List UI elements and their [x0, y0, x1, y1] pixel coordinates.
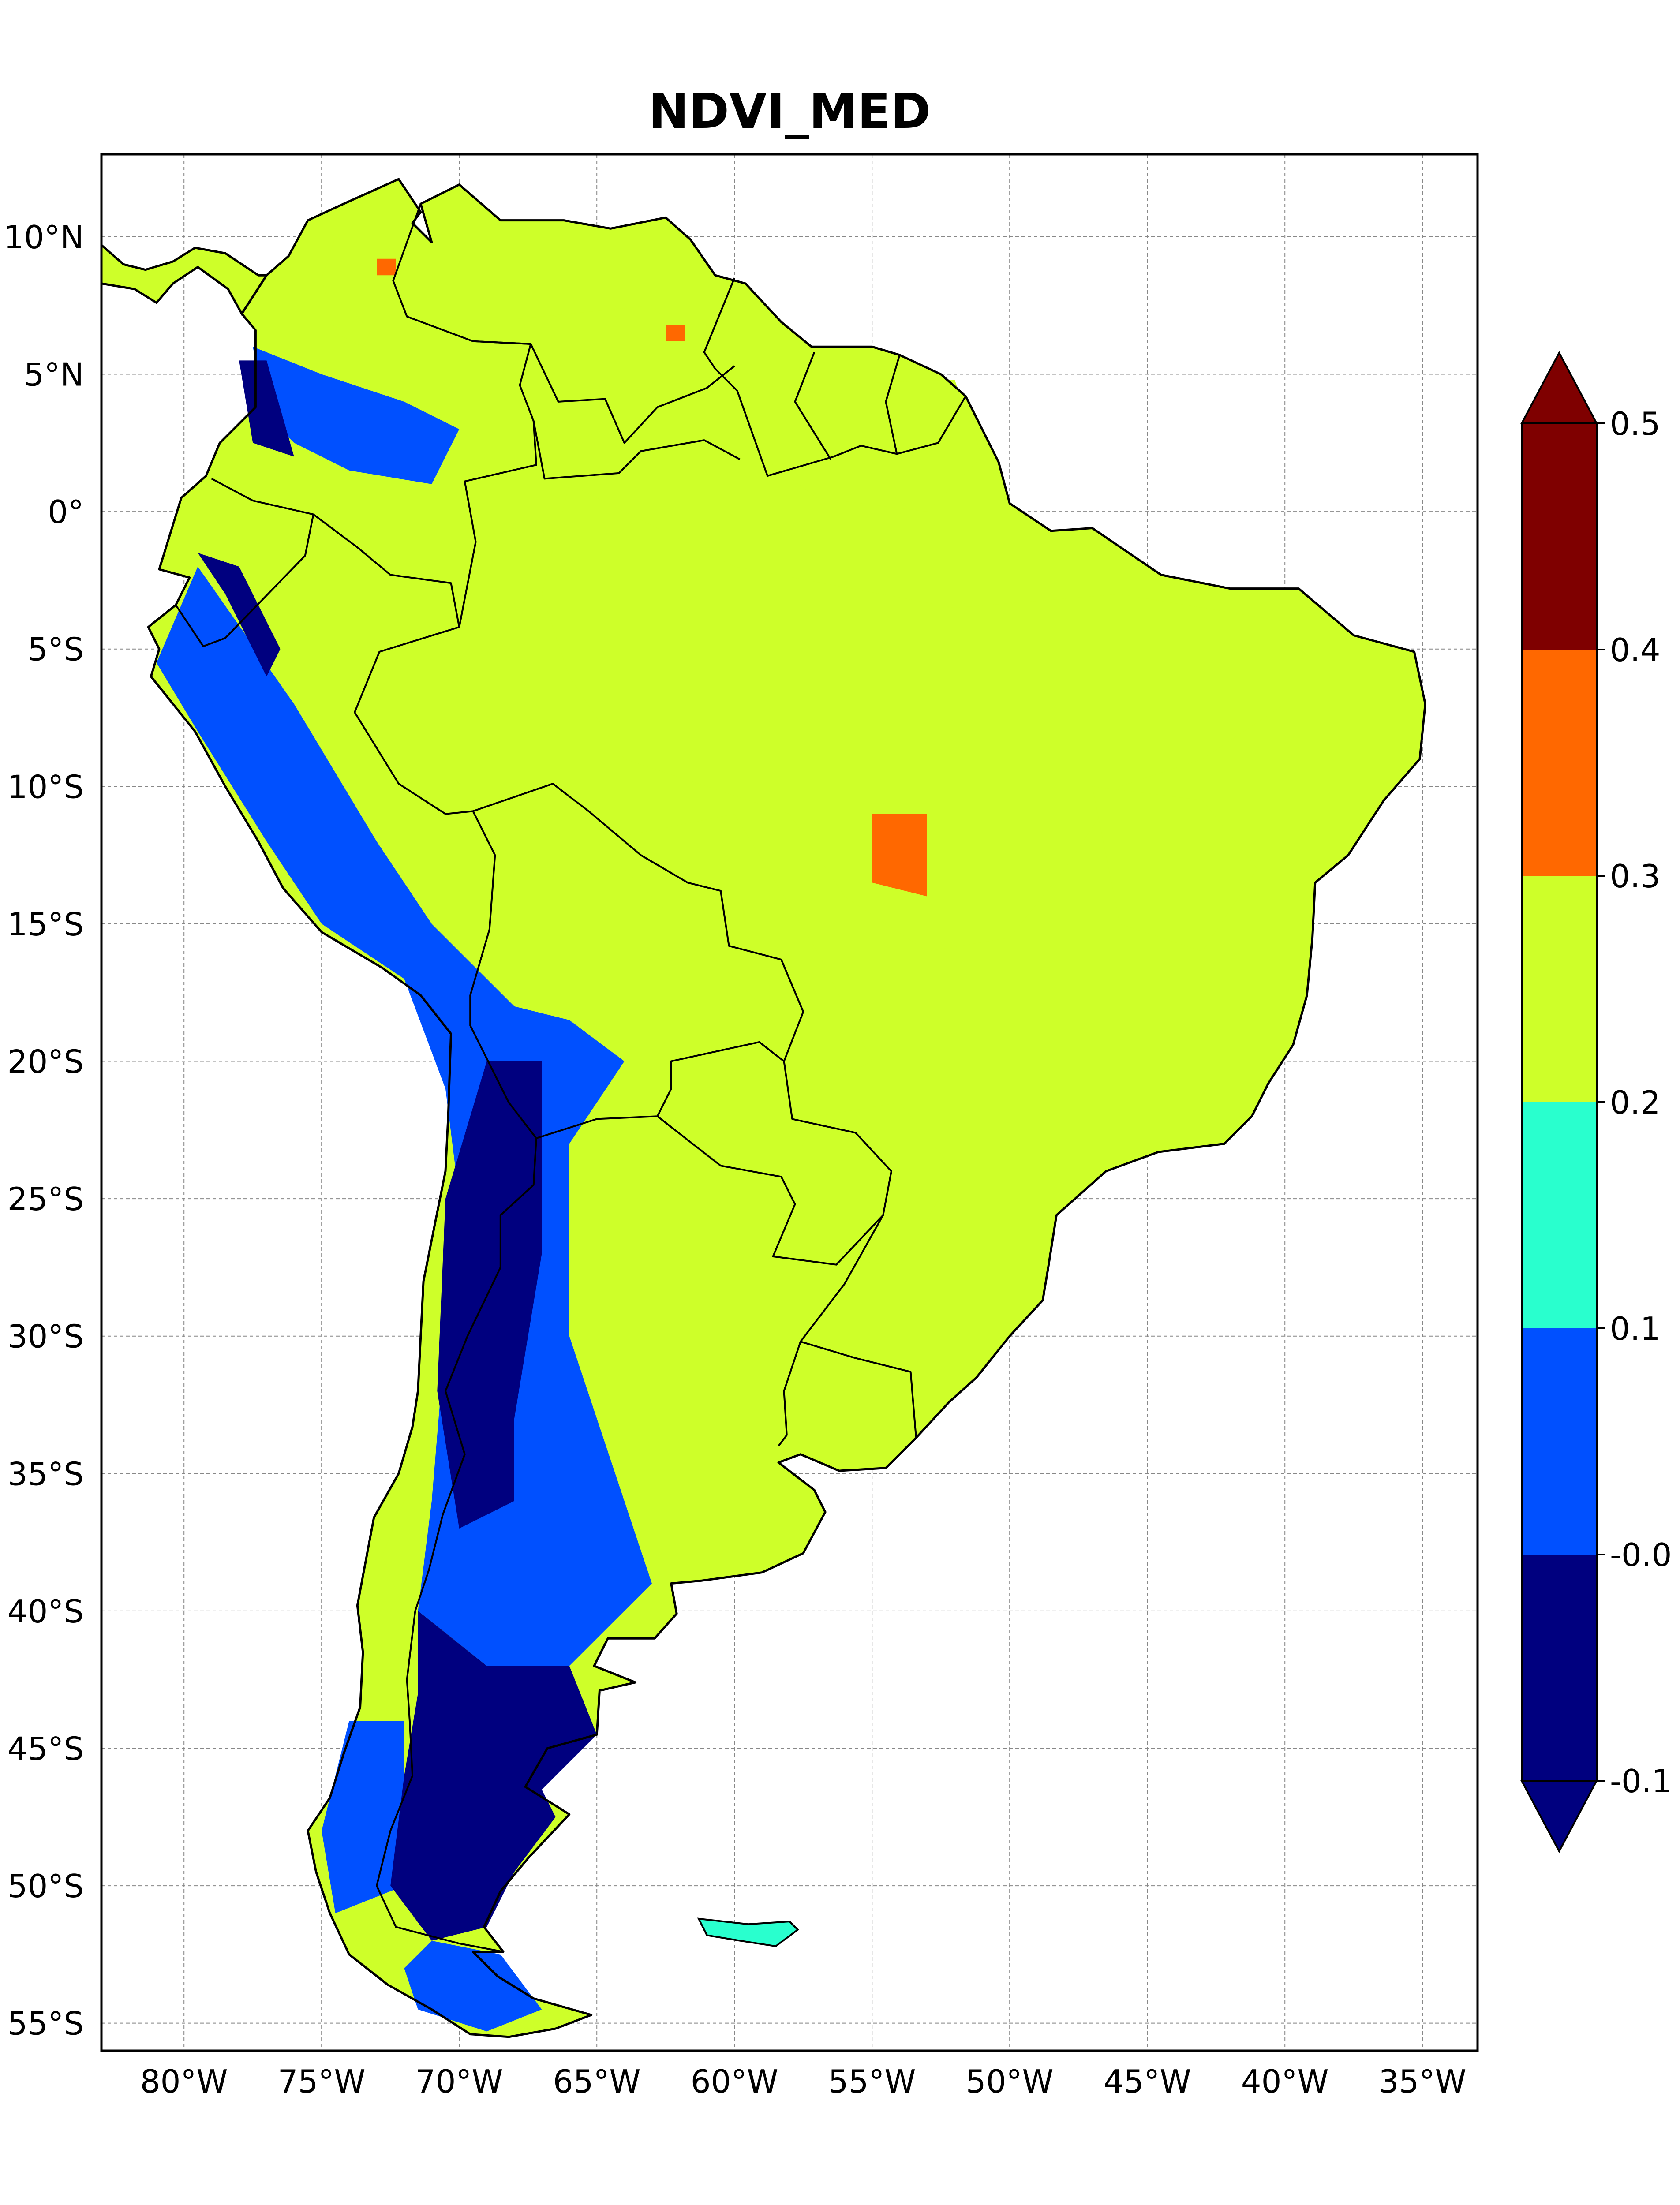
lat-tick-label: 45°S	[7, 1730, 84, 1767]
border-12	[473, 340, 735, 444]
ndvi-zone-18	[239, 360, 294, 457]
lat-tick-label: 10°N	[4, 219, 84, 256]
border-7	[800, 1215, 884, 1342]
lat-tick-label: 35°S	[7, 1455, 84, 1492]
lat-tick-label: 25°S	[7, 1181, 84, 1218]
lat-tick-label: 55°S	[7, 2005, 84, 2042]
colorbar-segment-1	[1522, 1328, 1597, 1555]
ndvi-zone-8	[872, 814, 927, 897]
map-area	[100, 153, 1479, 2052]
lat-tick-label: 5°S	[27, 631, 84, 668]
colorbar-segment-3	[1522, 876, 1597, 1102]
lon-tick-label: 40°W	[1241, 2063, 1329, 2100]
lat-tick-label: 40°S	[7, 1593, 84, 1630]
lon-tick-label: 75°W	[278, 2063, 366, 2100]
lat-tick-label: 50°S	[7, 1868, 84, 1905]
ndvi-zone-11	[156, 566, 652, 1666]
colorbar-tick-label: -0.0	[1610, 1536, 1672, 1573]
colorbar-tick-label: 0.1	[1610, 1310, 1661, 1347]
lat-tick-label: 5°N	[24, 356, 84, 393]
ndvi-zone-9	[377, 258, 396, 276]
border-5	[657, 1061, 892, 1266]
falklands-land	[699, 1918, 798, 1947]
ndvi-zone-4	[597, 814, 872, 1089]
ndvi-zone-10	[666, 325, 685, 341]
lon-tick-label: 35°W	[1379, 2063, 1467, 2100]
lat-tick-label: 20°S	[7, 1043, 84, 1080]
ndvi-zone-5	[789, 1102, 955, 1267]
lon-tick-label: 65°W	[553, 2063, 641, 2100]
border-1	[175, 478, 314, 647]
lon-tick-label: 70°W	[415, 2063, 503, 2100]
south-america-coastline	[147, 178, 1426, 2038]
lat-tick-label: 10°S	[7, 768, 84, 805]
lon-tick-label: 45°W	[1104, 2063, 1191, 2100]
lat-tick-label: 30°S	[7, 1318, 84, 1355]
map-frame	[100, 153, 1479, 2052]
border-10	[794, 351, 832, 460]
border-13	[532, 421, 741, 480]
ndvi-zone-12	[253, 347, 460, 484]
latitude-tick-labels: 10°N 5°N 0° 5°S 10°S 15°S 20°S 25°S 30°S 35°S 40°S…	[4, 219, 84, 2042]
lon-tick-label: 55°W	[828, 2063, 916, 2100]
ndvi-zone-16	[390, 1611, 597, 1941]
colorbar-tick-label: -0.1	[1610, 1763, 1672, 1800]
colorbar-segment-0	[1522, 1555, 1597, 1781]
ndvi-zone-14	[322, 1721, 404, 1913]
falklands-coastline	[697, 1917, 799, 1947]
colorbar-extend-top	[1520, 351, 1598, 424]
lon-tick-label: 80°W	[140, 2063, 228, 2100]
colorbar-tick-label: 0.5	[1610, 405, 1661, 442]
lon-tick-label: 50°W	[966, 2063, 1054, 2100]
border-0	[354, 203, 537, 815]
colorbar-tick-label: 0.2	[1610, 1084, 1661, 1121]
lon-tick-label: 60°W	[691, 2063, 778, 2100]
coastlines	[101, 178, 1426, 2038]
colorbar-extend-bottom	[1520, 1780, 1598, 1854]
ndvi-zones	[156, 223, 1285, 2032]
country-borders	[175, 203, 967, 1953]
border-8	[703, 277, 834, 477]
ndvi-zone-15	[437, 1061, 542, 1529]
longitude-tick-labels: 80°W 75°W 70°W 65°W 60°W 55°W 50°W 45°W 40°W 35°W	[140, 2063, 1467, 2100]
chart-title: NDVI_MED	[648, 83, 931, 139]
colorbar-segment-2	[1522, 1102, 1597, 1328]
central-america-coastline	[101, 243, 269, 316]
ndvi-zone-3	[734, 380, 982, 512]
border-3	[469, 783, 804, 1139]
border-2	[313, 513, 460, 628]
central-america-land	[101, 245, 267, 314]
ndvi-zone-0	[542, 484, 1285, 952]
colorbar-tick-label: 0.4	[1610, 632, 1661, 669]
ndvi-zone-2	[514, 305, 707, 443]
ndvi-zone-17	[198, 553, 281, 677]
colorbar: 0.5 0.4 0.3 0.2 0.1 -0.0 -0.1	[1520, 351, 1672, 1854]
colorbar-tick-label: 0.3	[1610, 858, 1661, 895]
ndvi-zone-7	[1092, 786, 1257, 952]
ndvi-zone-13	[404, 1940, 542, 2032]
ndvi-zone-1	[322, 223, 404, 347]
lat-tick-label: 15°S	[7, 906, 84, 943]
colorbar-segment-5	[1522, 423, 1597, 650]
lat-tick-label: 0°	[48, 493, 84, 531]
border-11	[885, 355, 901, 454]
colorbar-segment-4	[1522, 650, 1597, 876]
border-4	[376, 1138, 537, 1953]
